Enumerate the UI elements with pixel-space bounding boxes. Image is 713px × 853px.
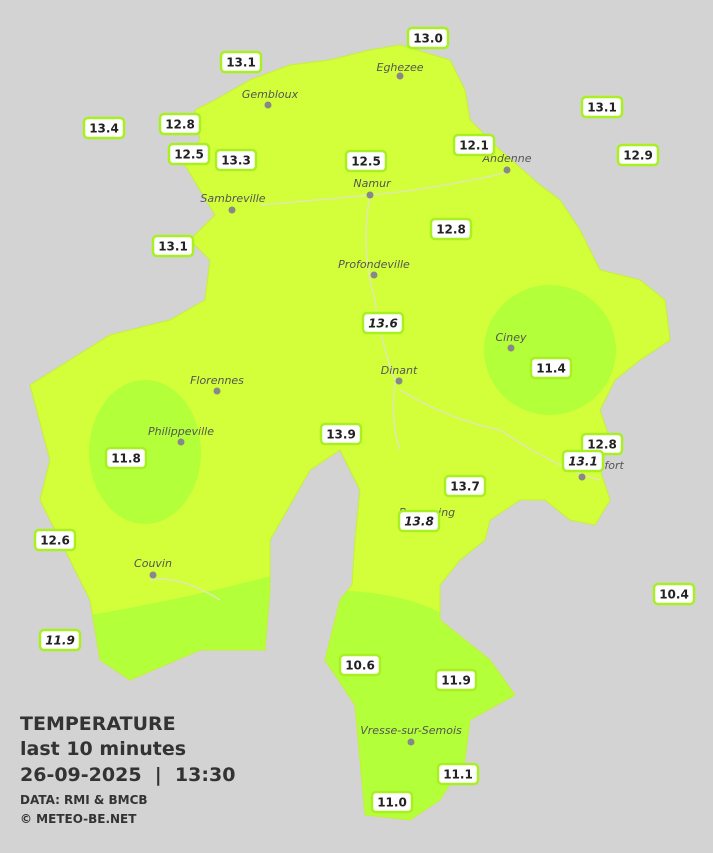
- city-label: Andenne: [482, 152, 532, 165]
- legend-title: TEMPERATURE: [20, 713, 176, 735]
- station-value: 13.7: [450, 480, 480, 494]
- station-value: 10.6: [345, 659, 375, 673]
- city-label: Vresse-sur-Semois: [360, 724, 462, 737]
- city-dot: [228, 206, 236, 214]
- city-dot: [578, 473, 586, 481]
- legend-source: DATA: RMI & BMCB: [20, 793, 148, 807]
- station-value: 13.3: [221, 154, 251, 168]
- station-value: 12.9: [623, 149, 653, 163]
- station-box: [38, 628, 82, 652]
- station-box: [580, 95, 624, 119]
- station-box: [319, 422, 363, 446]
- station-value: 11.8: [111, 452, 141, 466]
- station-box: [529, 356, 573, 380]
- station-box: [406, 26, 450, 50]
- station-box: [338, 653, 382, 677]
- station-box: [452, 133, 496, 157]
- city-label: Florennes: [190, 374, 244, 387]
- legend-credit: © METEO-BE.NET: [20, 812, 137, 826]
- station-box: [397, 509, 441, 533]
- city-dot: [407, 738, 415, 746]
- city-dot: [503, 166, 511, 174]
- station-value: 13.1: [587, 101, 617, 115]
- station-value: 13.8: [404, 515, 434, 529]
- city-label: Couvin: [134, 557, 172, 570]
- station-value: 13.1: [158, 240, 188, 254]
- station-box: [361, 311, 405, 335]
- station-box: [158, 112, 202, 136]
- station-box: [652, 582, 696, 606]
- station-box: [167, 142, 211, 166]
- city-dot: [264, 101, 272, 109]
- station-box: [616, 143, 660, 167]
- station-box: [104, 446, 148, 470]
- station-value: 13.4: [89, 122, 119, 136]
- city-dot: [213, 387, 221, 395]
- station-value: 13.6: [368, 317, 398, 331]
- station-value: 10.4: [659, 588, 689, 602]
- station-value: 13.9: [326, 428, 356, 442]
- station-value: 11.0: [377, 796, 407, 810]
- city-dot: [395, 377, 403, 385]
- station-value: 11.9: [45, 634, 75, 648]
- city-dot: [396, 72, 404, 80]
- city-dot: [370, 271, 378, 279]
- station-box: [82, 116, 126, 140]
- station-value: 12.8: [165, 118, 195, 132]
- station-box: [434, 668, 478, 692]
- station-value: 12.8: [436, 223, 466, 237]
- station-value: 12.5: [174, 148, 204, 162]
- station-value: 11.4: [536, 362, 566, 376]
- station-box: [370, 790, 414, 814]
- city-label: Profondeville: [338, 258, 410, 271]
- city-label: Philippeville: [148, 425, 214, 438]
- city-label: Ciney: [496, 331, 527, 344]
- city-label: Sambreville: [200, 192, 265, 205]
- station-box: [219, 50, 263, 74]
- city-dot: [149, 571, 157, 579]
- legend-subtitle: last 10 minutes: [20, 738, 186, 760]
- station-box: [151, 234, 195, 258]
- city-dot: [177, 438, 185, 446]
- station-box: [561, 449, 605, 473]
- station-value: 12.8: [587, 438, 617, 452]
- station-value: 11.1: [443, 768, 473, 782]
- station-value: 11.9: [441, 674, 471, 688]
- station-value: 13.1: [226, 56, 256, 70]
- station-value: 13.0: [413, 32, 443, 46]
- station-value: 13.1: [568, 455, 598, 469]
- station-value: 12.1: [459, 139, 489, 153]
- city-dot: [507, 344, 515, 352]
- station-value: 12.5: [351, 155, 381, 169]
- city-label: Eghezee: [377, 61, 424, 74]
- station-box: [436, 762, 480, 786]
- station-box: [214, 148, 258, 172]
- station-box: [344, 149, 388, 173]
- city-label: Dinant: [381, 364, 418, 377]
- city-dot: [366, 191, 374, 199]
- station-box: [33, 528, 77, 552]
- station-box: [443, 474, 487, 498]
- city-label: Gembloux: [242, 88, 299, 101]
- city-label: Namur: [353, 177, 392, 190]
- station-box: [429, 217, 473, 241]
- station-value: 12.6: [40, 534, 70, 548]
- legend-datetime: 26-09-2025 | 13:30: [20, 764, 235, 786]
